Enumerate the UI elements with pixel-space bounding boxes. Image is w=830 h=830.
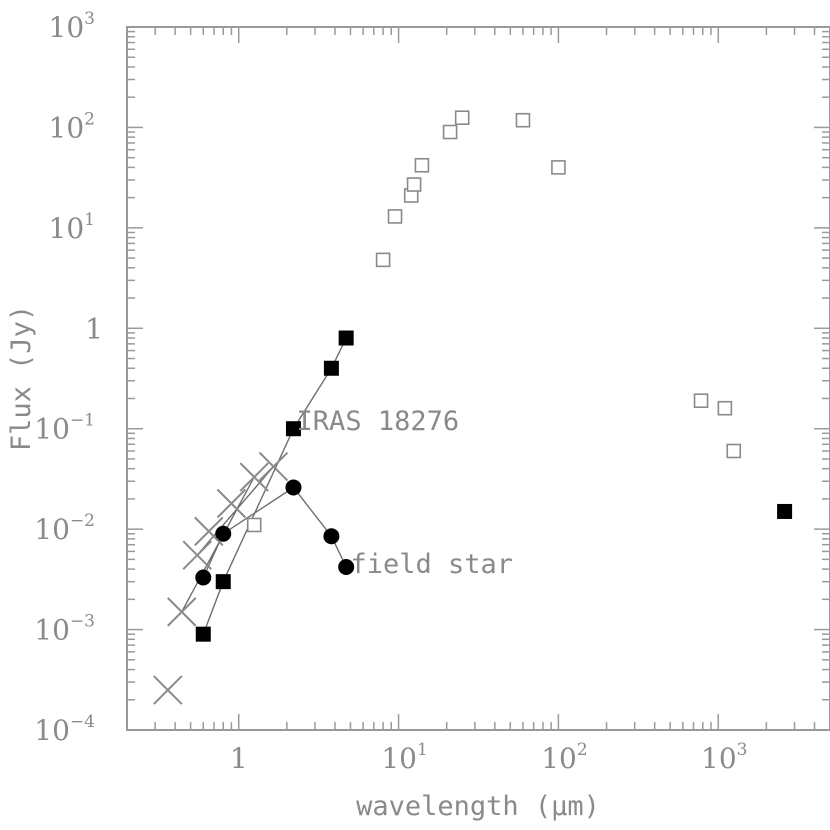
cross-point	[167, 597, 197, 627]
open-square-point	[387, 209, 403, 224]
open-square-point	[414, 157, 430, 173]
y-tick-label: 1	[85, 312, 103, 345]
y-tick-label: 103	[49, 9, 95, 44]
x-tick-label: 103	[701, 740, 747, 775]
filled-square-point	[215, 574, 231, 590]
open-square-point	[726, 443, 742, 459]
filled-square-point	[195, 626, 211, 642]
y-tick-label: 10−3	[34, 612, 95, 647]
open-square-point	[246, 517, 262, 533]
filled-square-point	[285, 421, 301, 437]
x-axis-label: wavelength (μm)	[356, 791, 600, 822]
x-tick-label: 101	[381, 740, 427, 775]
filled-square-point	[323, 360, 339, 376]
filled-circle-point	[323, 528, 340, 545]
open-square-point	[375, 252, 391, 268]
filled-circle-point	[338, 558, 355, 575]
y-axis-label: Flux (Jy)	[6, 305, 37, 451]
cross-point	[216, 488, 247, 519]
x-tick-label: 102	[541, 740, 587, 775]
axis-ticks	[126, 26, 830, 731]
filled-circle-point	[195, 569, 212, 586]
cross-point	[258, 451, 289, 482]
y-tick-label: 10−1	[34, 411, 95, 446]
y-tick-label: 101	[49, 210, 95, 245]
filled-square-point	[338, 330, 354, 346]
filled-circle-point	[285, 479, 302, 496]
open-square-point	[717, 400, 733, 416]
plot-area-frame	[126, 26, 830, 731]
annotations: IRAS 18276 field star	[297, 406, 513, 580]
data-marks	[153, 110, 793, 705]
filled-square-point	[777, 503, 793, 519]
open-square-point	[515, 112, 531, 128]
fit-line	[196, 466, 275, 556]
open-square-point	[551, 160, 566, 175]
fit-line	[181, 476, 255, 613]
filled-circle-point	[215, 525, 232, 542]
y-tick-label: 10−2	[34, 511, 95, 546]
open-square-point	[406, 177, 422, 192]
open-square-point	[442, 124, 458, 140]
cross-point	[239, 462, 269, 492]
annotation-label: IRAS 18276	[297, 406, 460, 437]
open-square-point	[454, 110, 470, 125]
y-tick-label: 10−4	[34, 712, 95, 747]
tick-labels: 1 101 102 103 10−4 10−3 10−2 10−1 1 101 102 103	[34, 9, 747, 775]
x-tick-label: 1	[230, 742, 248, 775]
series-line	[202, 337, 347, 635]
open-square-point	[693, 393, 709, 409]
annotation-label: field star	[350, 549, 513, 580]
cross-point	[182, 540, 212, 570]
cross-point	[194, 516, 224, 547]
y-tick-label: 102	[49, 109, 95, 144]
cross-point	[153, 675, 183, 705]
